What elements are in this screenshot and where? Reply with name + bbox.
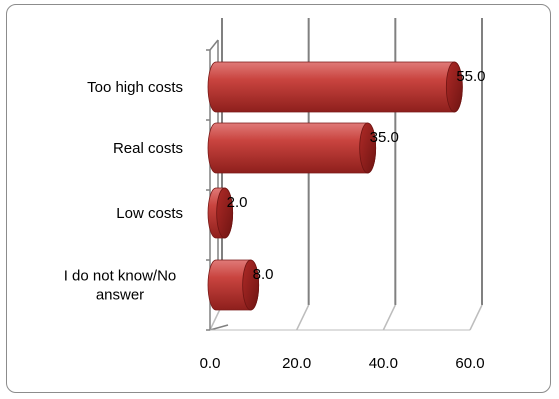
x-tick-label: 60.0 [455,355,484,372]
bar [207,187,234,239]
gridline-floor [469,304,483,331]
bar-body [207,61,463,113]
data-label: 2.0 [227,194,248,211]
category-label: Low costs [116,205,183,222]
category-label: answer [96,287,144,304]
axis-floor-left [209,324,229,331]
category-label: Real costs [113,140,183,157]
axis-top-edge [209,39,219,51]
x-tick-label: 40.0 [369,355,398,372]
bar-end-cap [445,61,463,113]
bar [207,61,463,113]
bar-end-cap [216,187,234,239]
bar-end-cap [242,259,260,311]
bar-body [207,122,377,174]
x-tick-label: 20.0 [282,355,311,372]
bar-end-cap [359,122,377,174]
bar [207,259,260,311]
data-label: 55.0 [456,68,485,85]
bar [207,122,377,174]
data-label: 35.0 [370,129,399,146]
category-label: Too high costs [87,79,183,96]
label-layer: 0.0 20.0 40.0 60.0 55.0 35.0 2.0 8.0 Too high co… [64,68,486,372]
category-label: I do not know/No [64,268,177,285]
x-tick-label: 0.0 [200,355,221,372]
gridline-floor [382,304,397,331]
data-label: 8.0 [253,266,274,283]
bar-layer [207,61,463,311]
gridline-floor [295,304,310,331]
